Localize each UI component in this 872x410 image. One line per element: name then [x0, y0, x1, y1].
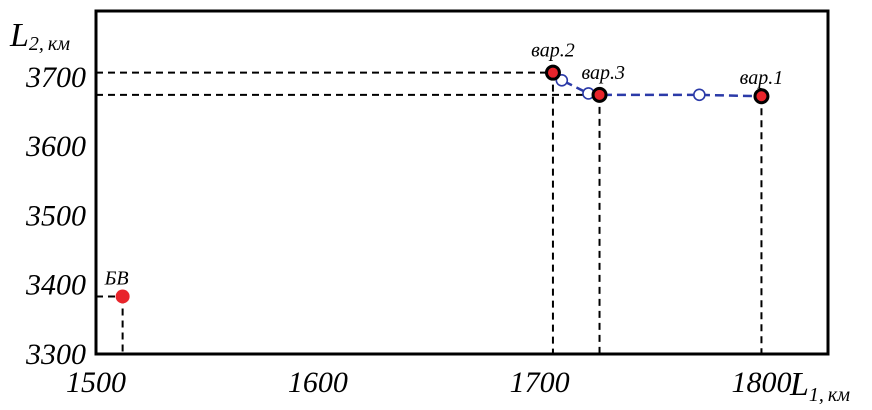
x-tick-label: 1600: [288, 366, 348, 399]
point-label: вар.3: [582, 62, 626, 84]
plot-frame: [94, 9, 830, 356]
data-points: БВ вар.2 вар.3 вар.1: [104, 40, 784, 304]
guide-lines: [96, 71, 763, 354]
tick-labels: 1500 1600 1700 1800 3300 3400 3500 3600 3700: [25, 61, 791, 399]
point-variant: [591, 86, 608, 103]
y-tick-label: 3700: [25, 61, 86, 94]
y-tick-label: 3500: [25, 199, 86, 232]
y-tick-label: 3400: [25, 269, 86, 302]
point-variant: [753, 88, 770, 105]
x-axis-label: L1, км: [789, 366, 850, 406]
point-variant: [544, 64, 561, 81]
x-tick-label: 1700: [510, 366, 570, 399]
point-label: БВ: [104, 267, 129, 289]
path-marker: [693, 88, 706, 102]
x-tick-label: 1800: [731, 366, 791, 399]
point-label: вар.1: [740, 67, 784, 89]
y-tick-label: 3300: [25, 338, 86, 371]
y-axis-label: L2, км: [9, 17, 70, 55]
y-tick-label: 3600: [25, 130, 86, 163]
point-bv: [115, 289, 130, 304]
point-label: вар.2: [531, 40, 575, 62]
x-tick-label: 1500: [66, 366, 126, 399]
